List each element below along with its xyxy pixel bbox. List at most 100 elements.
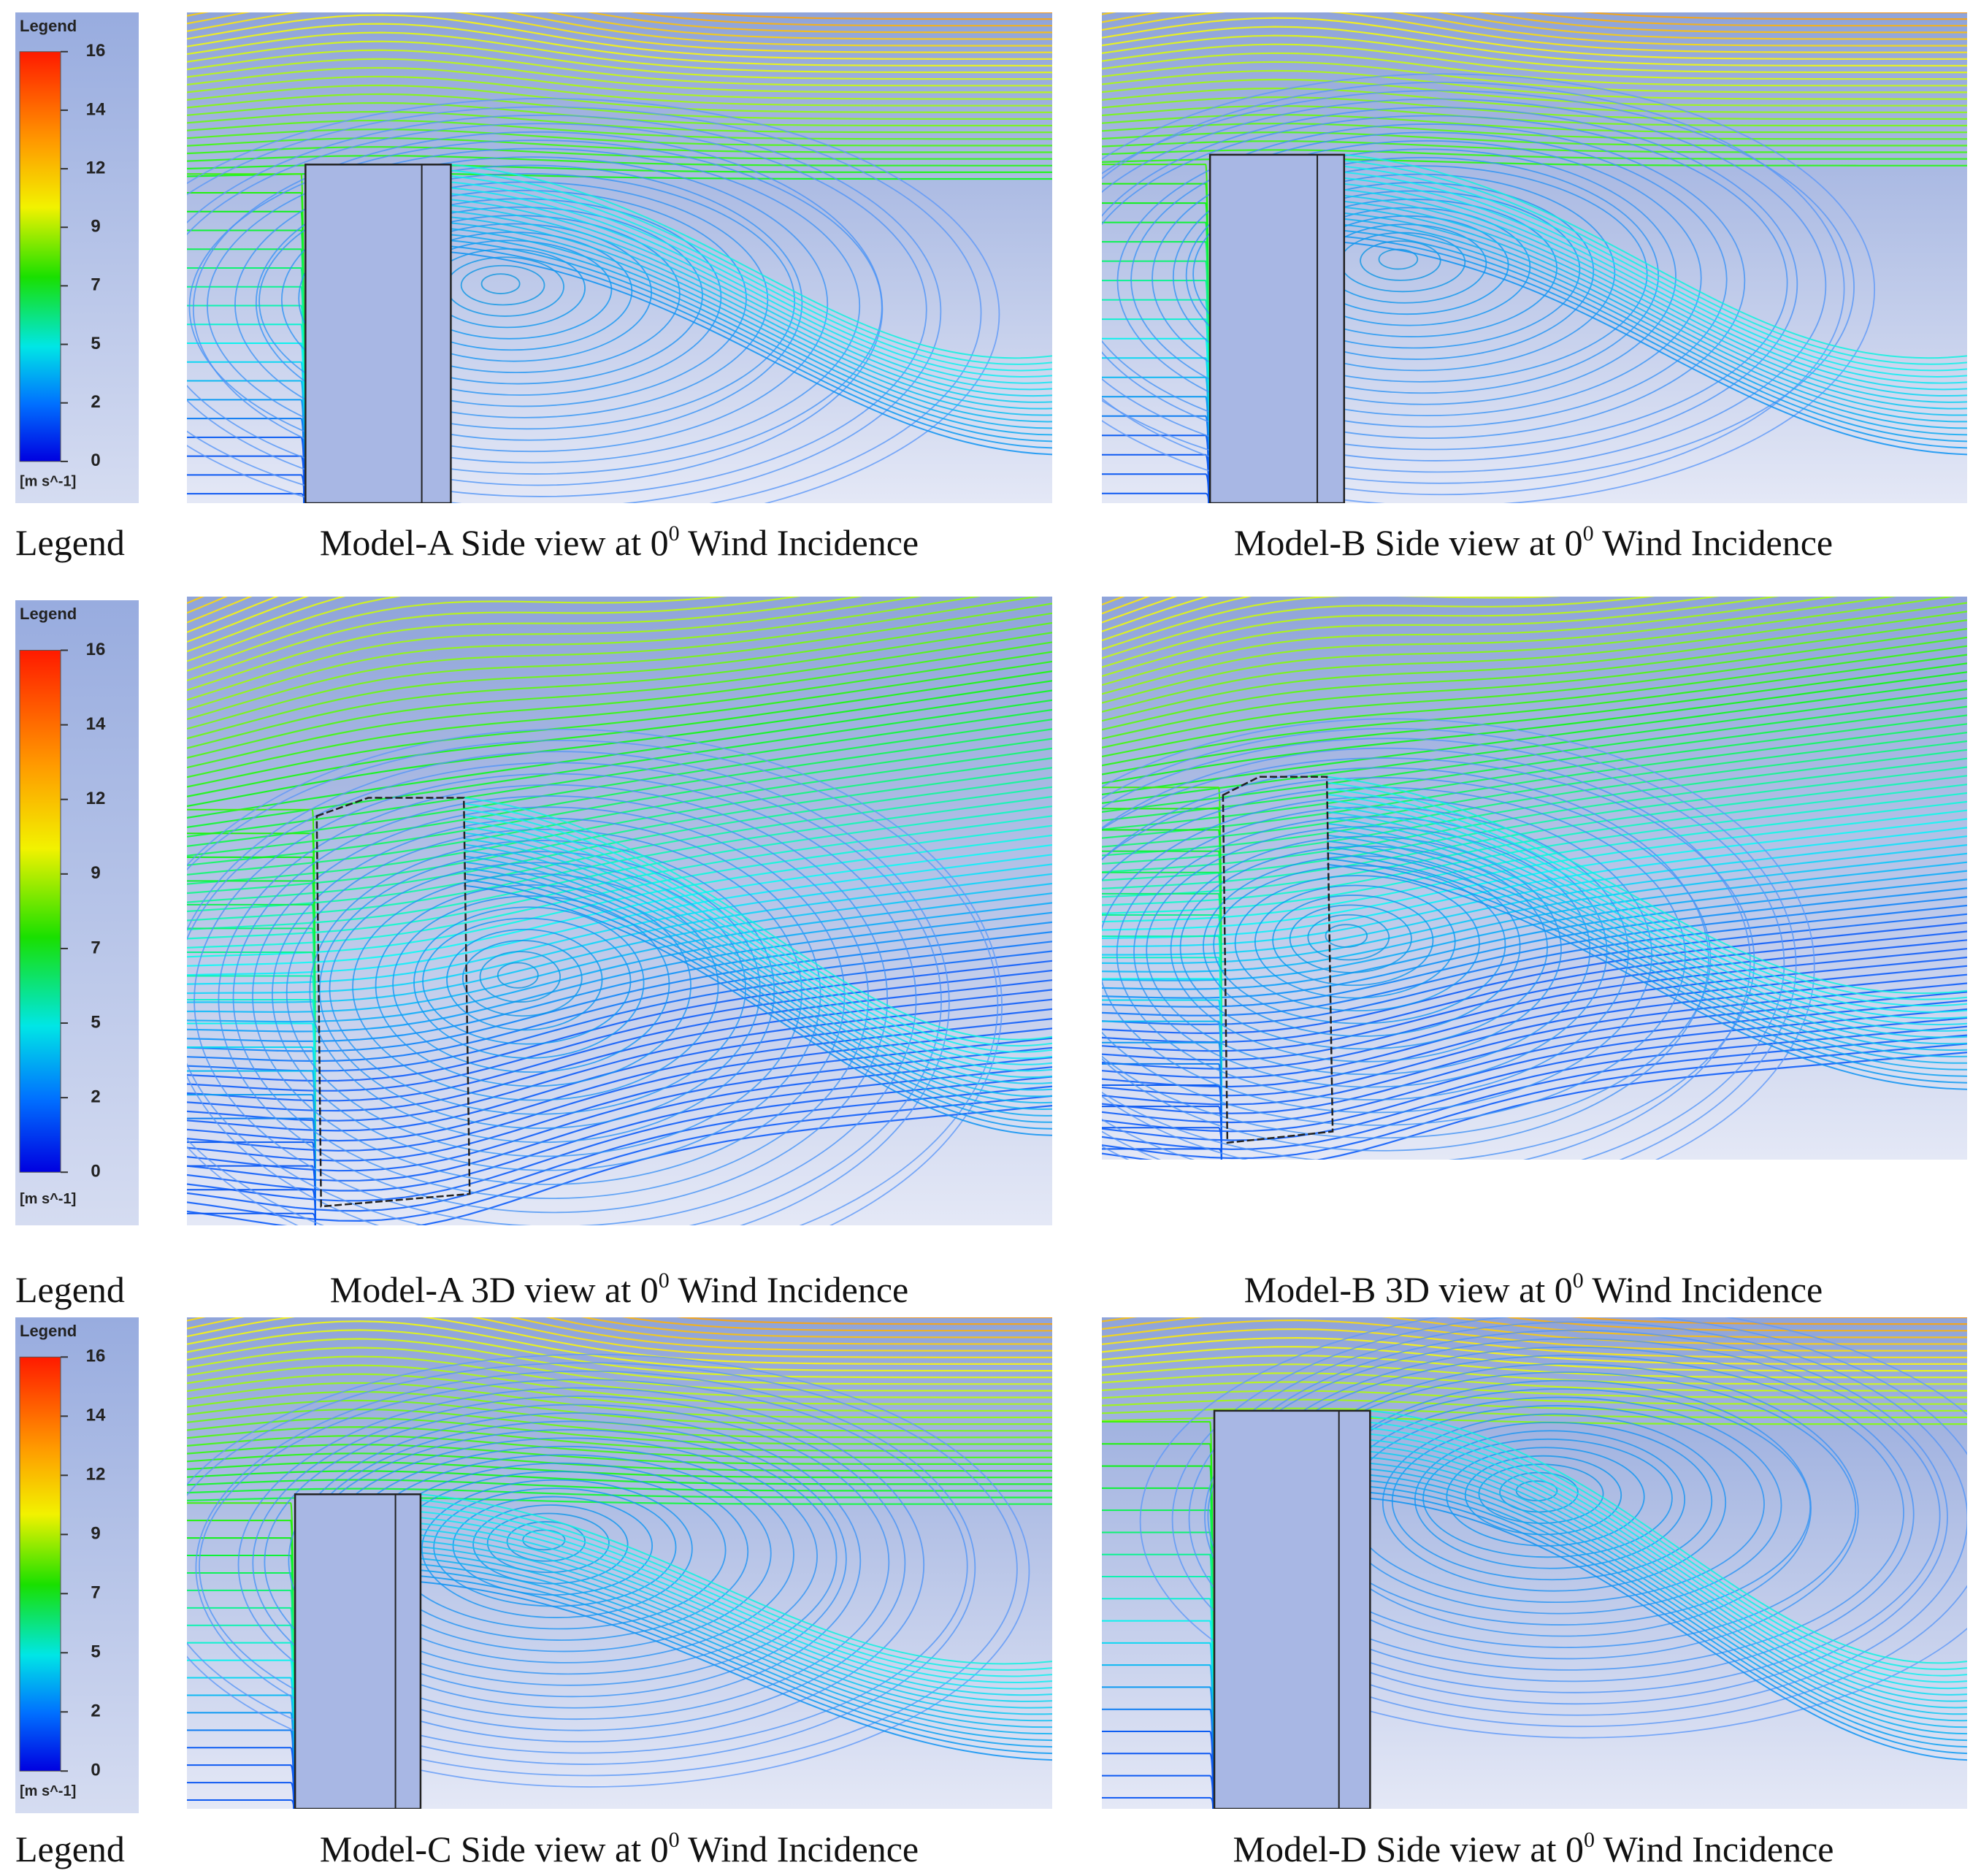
streamline xyxy=(187,1425,1052,1452)
caption-text: Model-B 3D view at 0 xyxy=(1244,1269,1573,1310)
streamline xyxy=(187,597,346,653)
streamline xyxy=(187,1046,1052,1172)
legend-tick-label: 2 xyxy=(91,392,100,412)
wake-streamline xyxy=(1326,857,1967,1084)
wake-streamline xyxy=(1326,816,1967,1038)
vortex-streamline xyxy=(1192,165,1648,383)
vortex-streamline xyxy=(1102,767,1709,1152)
streamline xyxy=(1102,671,1967,784)
streamline xyxy=(187,621,1052,749)
flow-panel xyxy=(187,597,1052,1225)
wake-streamline xyxy=(451,193,1052,391)
wake-streamline xyxy=(1370,1468,1967,1728)
streamline xyxy=(1504,1317,1967,1332)
building xyxy=(294,1493,422,1809)
streamline xyxy=(187,1408,1052,1439)
vortex-streamline xyxy=(258,172,796,430)
wake-streamline xyxy=(464,814,1052,1060)
streamline xyxy=(187,960,1052,1082)
streamline xyxy=(187,757,1052,885)
streamline xyxy=(187,670,1052,797)
streamline xyxy=(187,969,1052,1092)
vortex-streamline xyxy=(237,1387,925,1743)
streamline xyxy=(187,1338,1052,1385)
streamline xyxy=(187,597,1041,720)
streamline xyxy=(187,597,402,662)
streamline xyxy=(187,66,1052,100)
streamline xyxy=(1102,1008,1967,1124)
legend-tick-label: 9 xyxy=(91,863,100,883)
wake-streamline xyxy=(464,884,1052,1136)
vortex-streamline xyxy=(1254,884,1456,999)
legend-tick-label: 16 xyxy=(86,640,106,659)
streamline xyxy=(187,805,1052,930)
streamline xyxy=(187,31,1052,74)
streamline xyxy=(1102,800,1967,914)
streamline xyxy=(1102,1148,1222,1160)
streamline xyxy=(1102,948,1967,1061)
wake-streamline xyxy=(1344,159,1967,365)
streamline xyxy=(1102,645,1967,758)
streamline xyxy=(187,137,1052,153)
caption-superscript: 0 xyxy=(659,1268,670,1293)
vortex-streamline xyxy=(1152,139,1702,417)
streamline xyxy=(1102,628,1967,740)
vortex-streamline xyxy=(352,873,719,1101)
streamline xyxy=(1102,1390,1967,1405)
vortex-streamline xyxy=(1116,123,1746,439)
wake-streamline xyxy=(420,1528,1052,1702)
wake-streamline xyxy=(464,826,1052,1072)
vortex-streamline xyxy=(1170,835,1562,1063)
vortex-streamline xyxy=(1102,718,1815,1160)
vortex-streamline xyxy=(461,940,583,1017)
streamline xyxy=(1102,1372,1967,1392)
streamline xyxy=(187,719,1052,847)
caption-text: Model-D Side view at 0 xyxy=(1233,1829,1584,1869)
wake-streamline xyxy=(1344,212,1967,423)
vortex-streamline xyxy=(193,773,917,1225)
wake-streamline xyxy=(1344,235,1967,449)
color-bar xyxy=(19,1356,61,1772)
streamline xyxy=(1102,887,1967,999)
streamline xyxy=(187,12,1052,47)
streamline xyxy=(187,776,1052,903)
streamline xyxy=(187,911,1052,1033)
streamline xyxy=(1102,662,1967,776)
wake-streamline xyxy=(1344,153,1967,359)
vortex-streamline xyxy=(413,906,645,1059)
streamline xyxy=(1102,757,1967,873)
legend-tick-label: 5 xyxy=(91,334,100,353)
streamline xyxy=(187,1799,295,1809)
streamline xyxy=(1102,973,1967,1088)
vortex-streamline xyxy=(1102,738,1785,1160)
caption-text: Wind Incidence xyxy=(1594,522,1834,563)
vortex-streamline xyxy=(252,1395,906,1731)
legend-tick-label: 2 xyxy=(91,1701,100,1721)
streamline xyxy=(187,979,1052,1102)
streamline xyxy=(1102,904,1967,1017)
flow-panel xyxy=(1102,1317,1967,1809)
vortex-streamline xyxy=(318,851,761,1129)
vortex-streamline xyxy=(187,123,927,497)
vortex-streamline xyxy=(187,98,1000,503)
wake-streamline xyxy=(1326,781,1967,1000)
streamline xyxy=(1102,1025,1967,1141)
streamline xyxy=(1102,818,1967,931)
streamline xyxy=(1102,61,1967,93)
vortex-streamline xyxy=(1130,131,1728,428)
building xyxy=(315,797,471,1208)
streamline xyxy=(187,1008,1052,1132)
wake-streamline xyxy=(420,1499,1052,1671)
vortex-streamline xyxy=(422,917,632,1045)
wake-streamline xyxy=(464,803,1052,1047)
caption-text: Model-B Side view at 0 xyxy=(1234,522,1583,563)
vortex-streamline xyxy=(252,806,846,1185)
streamline xyxy=(686,12,1052,20)
streamline xyxy=(187,146,1052,160)
vortex-streamline xyxy=(255,164,803,441)
streamline xyxy=(187,844,1052,967)
wake-streamline xyxy=(420,1540,1052,1715)
streamline xyxy=(1102,1043,1967,1160)
streamline xyxy=(187,40,1052,80)
vortex-streamline xyxy=(375,884,691,1087)
